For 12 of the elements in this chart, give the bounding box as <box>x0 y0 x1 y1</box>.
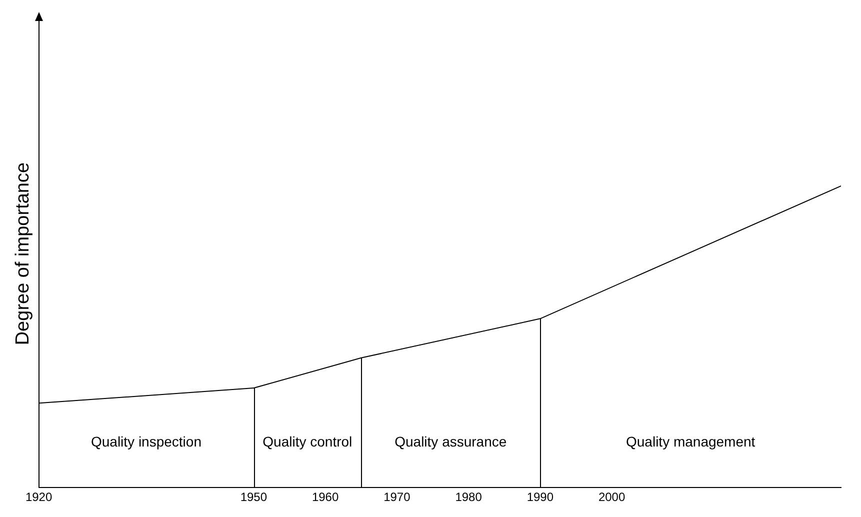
y-axis-title: Degree of importance <box>12 162 34 346</box>
annotation: Quality inspection <box>90 433 202 450</box>
annotation: Quality assurance <box>394 433 507 450</box>
annotation: Quality control <box>262 433 352 450</box>
x-tick-label: 1980 <box>455 490 482 504</box>
x-tick-label: 1960 <box>312 490 339 504</box>
x-tick-label: 2000 <box>598 490 626 504</box>
annotation: Quality management <box>626 433 756 450</box>
x-tick-label: 1950 <box>240 490 268 504</box>
x-tick-label: 1920 <box>25 490 52 504</box>
x-tick-label: 1970 <box>384 490 411 504</box>
x-tick-label: 1990 <box>526 490 554 504</box>
